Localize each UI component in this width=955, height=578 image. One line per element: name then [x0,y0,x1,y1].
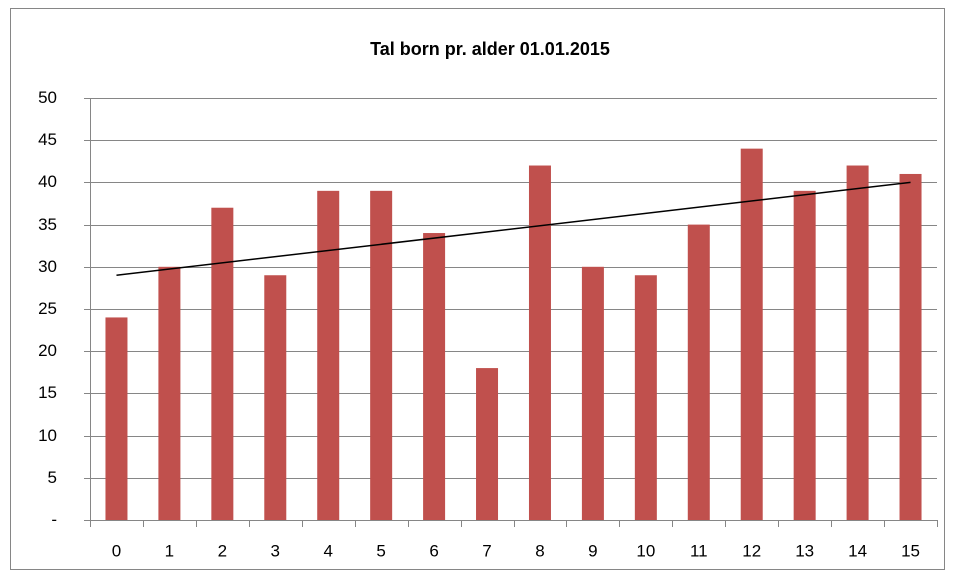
y-tick-label: 45 [38,130,57,149]
x-tick-label: 14 [848,541,867,560]
x-tick-label: 9 [588,541,597,560]
x-tick-label: 1 [165,541,174,560]
bar [317,190,340,520]
x-tick-label: 4 [323,541,332,560]
bar [264,275,287,520]
x-tick-label: 10 [636,541,655,560]
y-tick-label: 25 [38,299,57,318]
bar [846,165,869,520]
y-tick-label: 15 [38,383,57,402]
bar [634,275,657,520]
x-tick-label: 6 [429,541,438,560]
bar [423,233,446,521]
y-tick-label: 30 [38,257,57,276]
x-tick-label: 3 [271,541,280,560]
chart-title: Tal born pr. alder 01.01.2015 [370,39,610,59]
bar [687,224,710,520]
x-tick-label: 0 [112,541,121,560]
bar [158,266,181,520]
y-tick-label: 40 [38,172,57,191]
bar [211,207,234,520]
y-tick-label: 20 [38,341,57,360]
bar [476,368,499,520]
x-tick-label: 8 [535,541,544,560]
y-tick-label: - [51,510,57,529]
x-tick-label: 15 [901,541,920,560]
y-tick-label: 10 [38,426,57,445]
y-tick-label: 35 [38,215,57,234]
bar [740,148,763,520]
x-tick-label: 13 [795,541,814,560]
x-tick-label: 2 [218,541,227,560]
bar [793,190,816,520]
x-tick-label: 11 [690,541,708,560]
y-tick-label: 50 [38,88,57,107]
bar [105,317,128,520]
bar [528,165,551,520]
bar [581,266,604,520]
x-tick-label: 5 [376,541,385,560]
x-tick-label: 7 [482,541,491,560]
trendline [116,181,911,276]
y-tick-label: 5 [48,468,57,487]
bar [899,173,922,520]
x-tick-label: 12 [742,541,761,560]
bar [370,190,393,520]
